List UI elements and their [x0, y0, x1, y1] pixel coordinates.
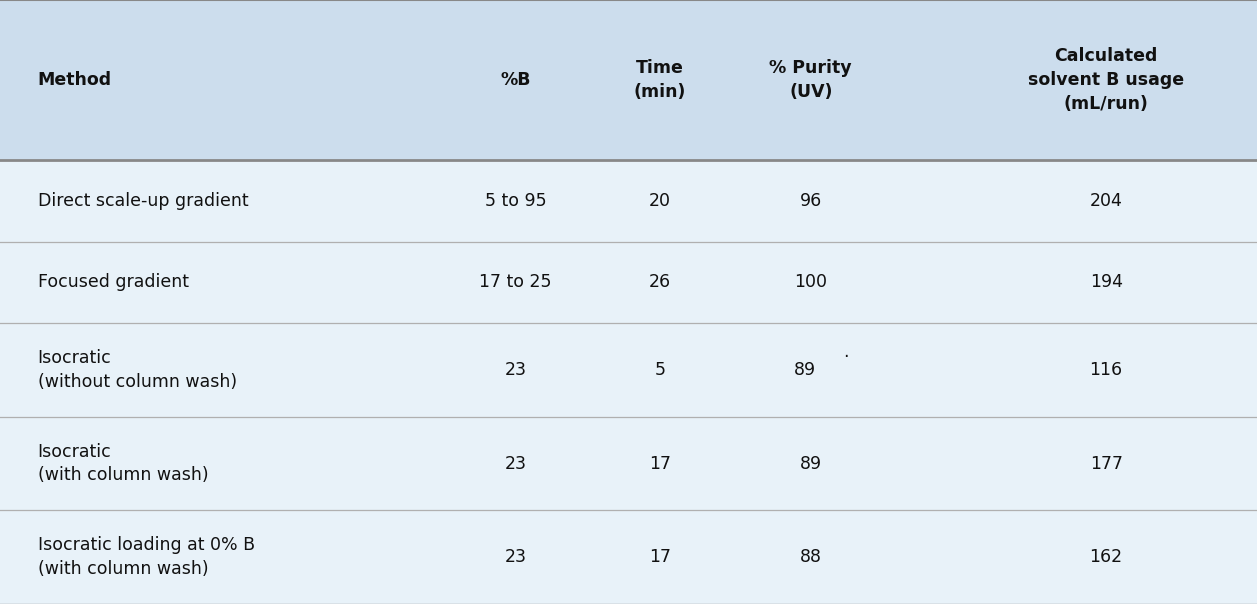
Bar — [0, 0, 1257, 160]
Text: ·: · — [843, 348, 848, 365]
Text: 5: 5 — [655, 361, 665, 379]
Text: 26: 26 — [649, 274, 671, 291]
Text: 23: 23 — [504, 361, 527, 379]
Text: 204: 204 — [1090, 192, 1123, 210]
Text: 96: 96 — [799, 192, 822, 210]
Text: Time
(min): Time (min) — [634, 59, 686, 101]
Text: Focused gradient: Focused gradient — [38, 274, 189, 291]
Text: 194: 194 — [1090, 274, 1123, 291]
Text: 5 to 95: 5 to 95 — [484, 192, 547, 210]
Text: Calculated
solvent B usage
(mL/run): Calculated solvent B usage (mL/run) — [1028, 48, 1184, 112]
Text: 23: 23 — [504, 455, 527, 472]
Text: Method: Method — [38, 71, 112, 89]
Text: 116: 116 — [1090, 361, 1123, 379]
Text: 162: 162 — [1090, 548, 1123, 566]
Text: 177: 177 — [1090, 455, 1123, 472]
Bar — [0, 160, 1257, 242]
Text: Isocratic
(without column wash): Isocratic (without column wash) — [38, 349, 236, 391]
Bar — [0, 323, 1257, 417]
Text: 17: 17 — [649, 548, 671, 566]
Text: 17: 17 — [649, 455, 671, 472]
Text: 88: 88 — [799, 548, 822, 566]
Text: 100: 100 — [794, 274, 827, 291]
Text: %B: %B — [500, 71, 530, 89]
Text: 20: 20 — [649, 192, 671, 210]
Text: 89: 89 — [793, 361, 816, 379]
Text: 23: 23 — [504, 548, 527, 566]
Bar — [0, 417, 1257, 510]
Text: Direct scale-up gradient: Direct scale-up gradient — [38, 192, 249, 210]
Text: Isocratic
(with column wash): Isocratic (with column wash) — [38, 443, 209, 484]
Text: 89: 89 — [799, 455, 822, 472]
Bar — [0, 510, 1257, 604]
Text: Isocratic loading at 0% B
(with column wash): Isocratic loading at 0% B (with column w… — [38, 536, 255, 578]
Text: % Purity
(UV): % Purity (UV) — [769, 59, 852, 101]
Text: 17 to 25: 17 to 25 — [479, 274, 552, 291]
Bar — [0, 242, 1257, 323]
